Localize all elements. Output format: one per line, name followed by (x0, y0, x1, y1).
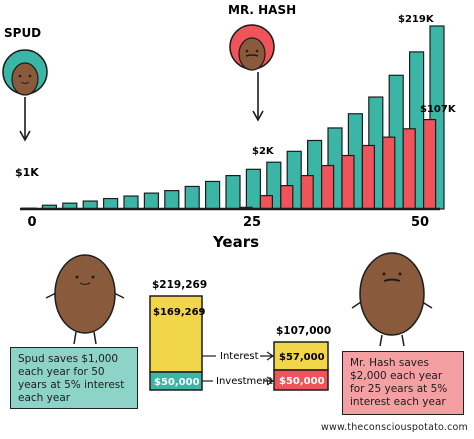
left-investment-label: $50,000 (154, 377, 200, 388)
growth-chart: 0 25 50 Years $1K $2K $219K $107K SPUD M… (2, 3, 457, 250)
hash-name: MR. HASH (228, 3, 296, 17)
hash-bar (259, 195, 273, 210)
x-tick-0: 0 (27, 215, 36, 230)
right-investment-label: $50,000 (279, 376, 325, 387)
hash-bar (402, 128, 416, 210)
hash-note: Mr. Hash saves $2,000 each year for 25 y… (342, 351, 464, 415)
hash-bar (321, 164, 335, 210)
hash-bar (300, 174, 314, 210)
right-total-label: $107,000 (276, 325, 331, 337)
spud-bar (102, 197, 119, 210)
spud-bar (164, 190, 180, 210)
hash-bar (361, 144, 375, 210)
spud-start-label: $1K (15, 166, 39, 179)
x-tick-25: 25 (243, 215, 261, 230)
spud-arrow (19, 97, 31, 142)
hash-bar (341, 154, 355, 210)
spud-bar (245, 168, 261, 210)
x-axis-title: Years (212, 233, 259, 250)
spud-potato (45, 254, 125, 345)
right-interest-label: $57,000 (279, 352, 325, 363)
comparison-chart: $219,269 $169,269 $50,000 $107,000 $57,0… (149, 279, 331, 391)
right-investment-bar (273, 369, 329, 391)
interest-label: Interest (220, 351, 259, 362)
hash-end-label: $107K (420, 104, 457, 115)
spud-bar (143, 192, 159, 210)
hash-arrow (252, 72, 264, 122)
left-interest-label: $169,269 (153, 307, 206, 318)
spud-avatar-face (11, 62, 39, 96)
spud-bar (123, 195, 139, 210)
spud-note: Spud saves $1,000 each year for 50 years… (10, 347, 138, 409)
spud-name: SPUD (4, 26, 41, 40)
site-credit[interactable]: www.theconsciouspotato.com (321, 422, 468, 433)
hash-avatar-face (238, 37, 266, 71)
hash-series (239, 118, 437, 210)
hash-bar (280, 185, 294, 210)
hash-bar (382, 136, 396, 210)
spud-bar (205, 180, 221, 210)
investment-label: Investment (216, 376, 273, 387)
left-total-label: $219,269 (152, 279, 207, 291)
hash-bar (423, 118, 437, 210)
hash-potato (351, 252, 433, 347)
spud-bar (225, 174, 241, 210)
right-interest-bar (273, 341, 329, 371)
spud-bar (184, 185, 200, 210)
x-tick-50: 50 (411, 215, 429, 230)
hash-start-label: $2K (252, 146, 275, 157)
spud-end-label: $219K (398, 14, 435, 25)
